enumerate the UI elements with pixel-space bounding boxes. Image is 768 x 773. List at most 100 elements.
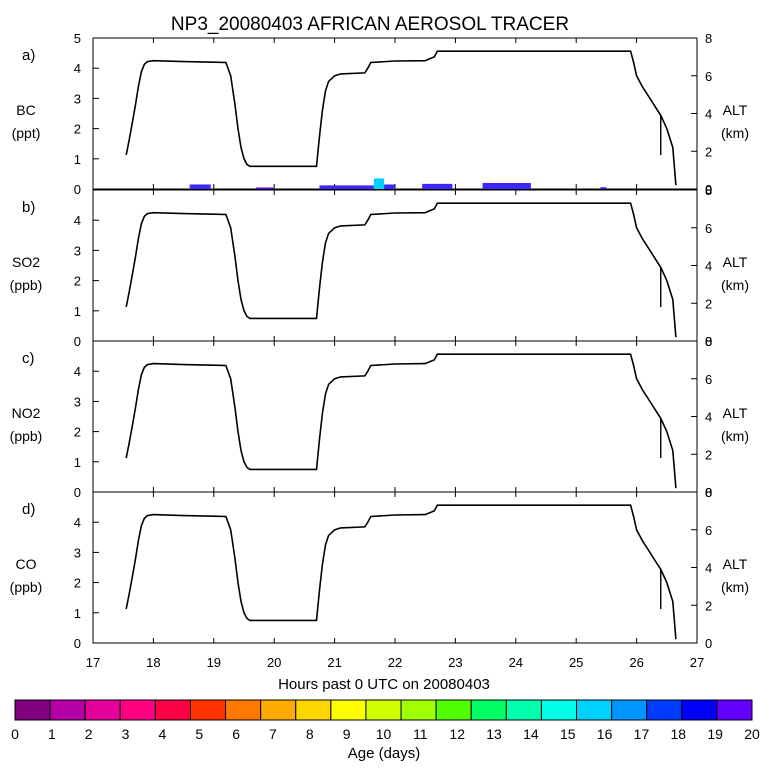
- right-tick-label: 2: [705, 447, 712, 462]
- alt-axis-label: ALT: [723, 405, 748, 421]
- colorbar-tick-label: 15: [560, 726, 576, 742]
- colorbar-swatch: [365, 699, 402, 721]
- panel-unit: (ppb): [10, 579, 43, 595]
- alt-axis-label: ALT: [723, 102, 748, 118]
- altitude-line: [125, 504, 677, 640]
- x-tick-label: 21: [327, 655, 341, 670]
- panel-letter: a): [22, 47, 35, 64]
- colorbar-tick-label: 19: [707, 726, 723, 742]
- right-tick-label: 0: [705, 334, 712, 349]
- left-tick-label: 1: [74, 152, 81, 167]
- colorbar-swatch: [49, 699, 86, 721]
- x-axis-label: Hours past 0 UTC on 20080403: [278, 676, 490, 693]
- colorbar-tick-label: 1: [48, 726, 56, 742]
- x-tick-label: 27: [690, 655, 704, 670]
- colorbar-label: Age (days): [348, 745, 421, 762]
- left-tick-label: 1: [74, 304, 81, 319]
- alt-axis-unit: (km): [721, 428, 749, 444]
- left-tick-label: 4: [74, 515, 81, 530]
- colorbar-swatch: [435, 699, 472, 721]
- x-tick-label: 18: [146, 655, 160, 670]
- colorbar-tick-label: 5: [195, 726, 203, 742]
- colorbar-tick-label: 20: [744, 726, 760, 742]
- altitude-line: [125, 202, 677, 338]
- colorbar-tick-label: 16: [597, 726, 613, 742]
- left-tick-label: 5: [74, 31, 81, 46]
- left-tick-label: 0: [74, 334, 81, 349]
- colorbar-tick-label: 14: [523, 726, 539, 742]
- colorbar-tick-label: 4: [159, 726, 167, 742]
- x-tick-label: 23: [448, 655, 462, 670]
- altitude-line: [125, 50, 677, 186]
- bc-tracer-patch: [482, 182, 531, 189]
- right-tick-label: 0: [705, 636, 712, 651]
- altitude-line: [125, 353, 677, 489]
- panel-unit: (ppt): [12, 125, 41, 141]
- left-tick-label: 2: [74, 122, 81, 137]
- right-tick-label: 6: [705, 372, 712, 387]
- colorbar-swatch: [154, 699, 191, 721]
- colorbar-tick-label: 18: [671, 726, 687, 742]
- colorbar-swatch: [611, 699, 648, 721]
- right-tick-label: 4: [705, 107, 712, 122]
- colorbar-swatch: [84, 699, 121, 721]
- right-tick-label: 4: [705, 410, 712, 425]
- colorbar-tick-label: 6: [232, 726, 240, 742]
- right-tick-label: 2: [705, 144, 712, 159]
- right-tick-label: 6: [705, 69, 712, 84]
- x-tick-label: 17: [86, 655, 100, 670]
- bc-tracer-patch: [600, 187, 607, 189]
- bc-tracer-patch: [384, 184, 395, 189]
- right-tick-label: 6: [705, 221, 712, 236]
- panel-unit: (ppb): [10, 277, 43, 293]
- left-tick-label: 1: [74, 455, 81, 470]
- x-tick-label: 25: [569, 655, 583, 670]
- right-tick-label: 8: [705, 183, 712, 198]
- left-tick-label: 2: [74, 274, 81, 289]
- x-tick-label: 19: [207, 655, 221, 670]
- colorbar-tick-label: 13: [486, 726, 502, 742]
- right-tick-label: 2: [705, 296, 712, 311]
- colorbar-swatch: [681, 699, 718, 721]
- left-tick-label: 0: [74, 636, 81, 651]
- x-tick-label: 22: [388, 655, 402, 670]
- right-tick-label: 8: [705, 485, 712, 500]
- panel-species: SO2: [12, 254, 40, 270]
- right-tick-label: 0: [705, 485, 712, 500]
- colorbar-swatch: [470, 699, 507, 721]
- panel-letter: d): [22, 501, 35, 518]
- panel-species: CO: [16, 556, 37, 572]
- colorbar-swatch: [14, 699, 51, 721]
- left-tick-label: 3: [74, 545, 81, 560]
- colorbar-swatch: [400, 699, 437, 721]
- x-tick-label: 26: [629, 655, 643, 670]
- left-tick-label: 4: [74, 213, 81, 228]
- bc-tracer-patch: [189, 184, 211, 189]
- right-tick-label: 8: [705, 334, 712, 349]
- left-tick-label: 2: [74, 425, 81, 440]
- panel-letter: c): [22, 350, 35, 367]
- alt-axis-label: ALT: [723, 254, 748, 270]
- right-tick-label: 8: [705, 31, 712, 46]
- colorbar-tick-label: 11: [413, 726, 428, 742]
- colorbar-swatch: [189, 699, 227, 721]
- alt-axis-label: ALT: [723, 556, 748, 572]
- right-tick-label: 4: [705, 259, 712, 274]
- colorbar-tick-label: 10: [376, 726, 392, 742]
- alt-axis-unit: (km): [721, 277, 749, 293]
- left-tick-label: 3: [74, 243, 81, 258]
- bc-tracer-patch: [373, 178, 385, 189]
- bc-tracer-patch: [319, 185, 374, 189]
- left-tick-label: 3: [74, 394, 81, 409]
- colorbar-swatch: [576, 699, 613, 721]
- colorbar-swatch: [260, 699, 297, 721]
- right-tick-label: 2: [705, 598, 712, 613]
- alt-axis-unit: (km): [721, 125, 749, 141]
- bc-tracer-patch: [422, 183, 453, 189]
- colorbar-tick-label: 12: [449, 726, 465, 742]
- left-tick-label: 1: [74, 606, 81, 621]
- left-tick-label: 4: [74, 61, 81, 76]
- bc-tracer-patch: [256, 187, 275, 189]
- panel-species: NO2: [12, 405, 41, 421]
